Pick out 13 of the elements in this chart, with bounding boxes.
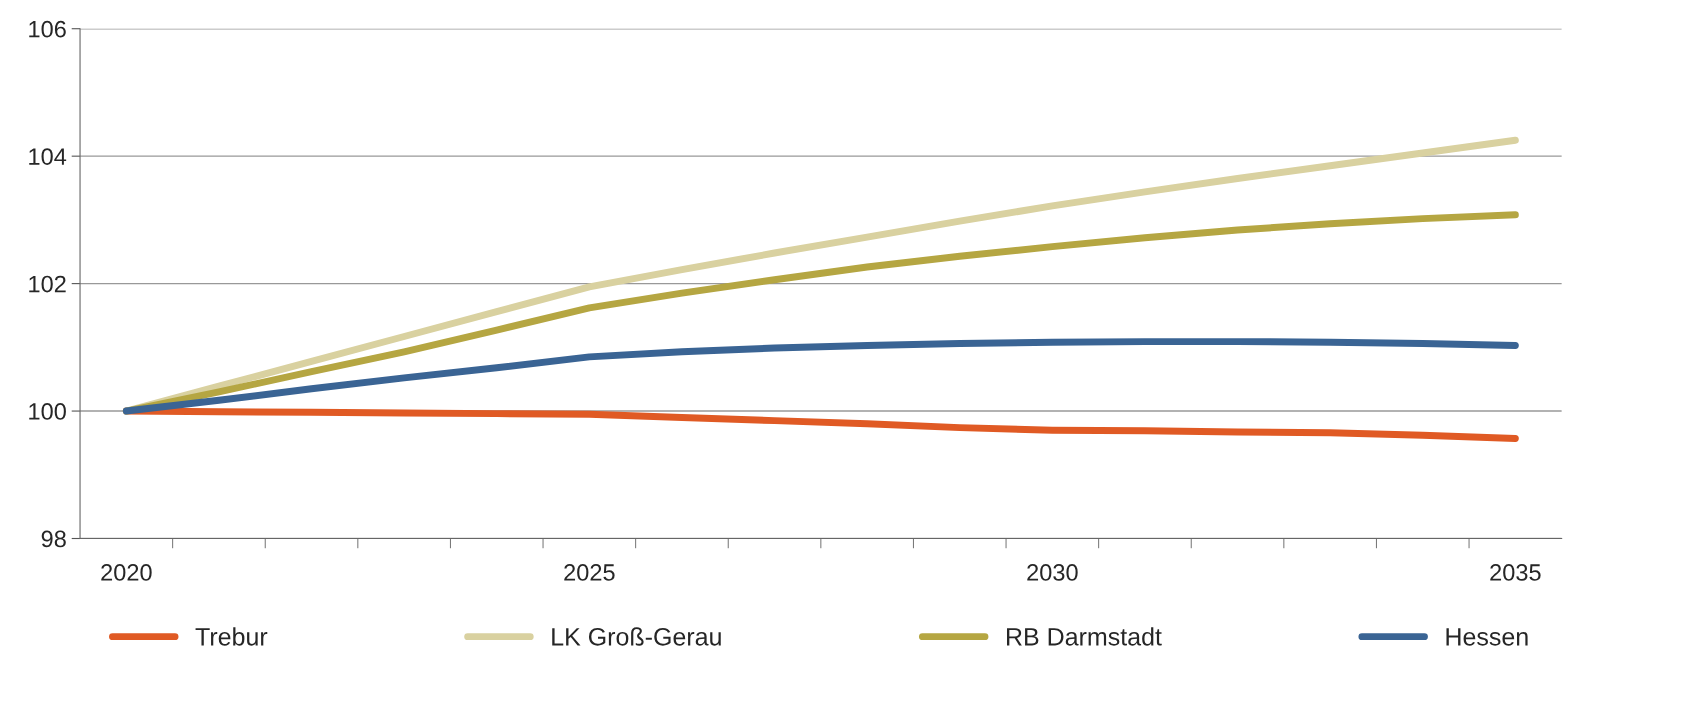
y-tick-label: 104 xyxy=(29,148,67,165)
legend-label: LK Groß-Gerau xyxy=(552,627,721,646)
x-tick-label: 2030 xyxy=(1027,564,1078,581)
legend-label: RB Darmstadt xyxy=(1007,627,1162,646)
legend-label: Trebur xyxy=(195,627,268,646)
x-tick-label: 2025 xyxy=(564,564,615,581)
y-tick-label: 100 xyxy=(29,403,66,420)
y-tick-label: 106 xyxy=(29,20,66,38)
y-tick-label: 98 xyxy=(41,530,66,548)
legend-label: Hessen xyxy=(1446,628,1528,646)
y-tick-label: 102 xyxy=(29,275,66,293)
x-tick-label: 2020 xyxy=(101,564,152,581)
x-tick-label: 2035 xyxy=(1490,564,1541,581)
